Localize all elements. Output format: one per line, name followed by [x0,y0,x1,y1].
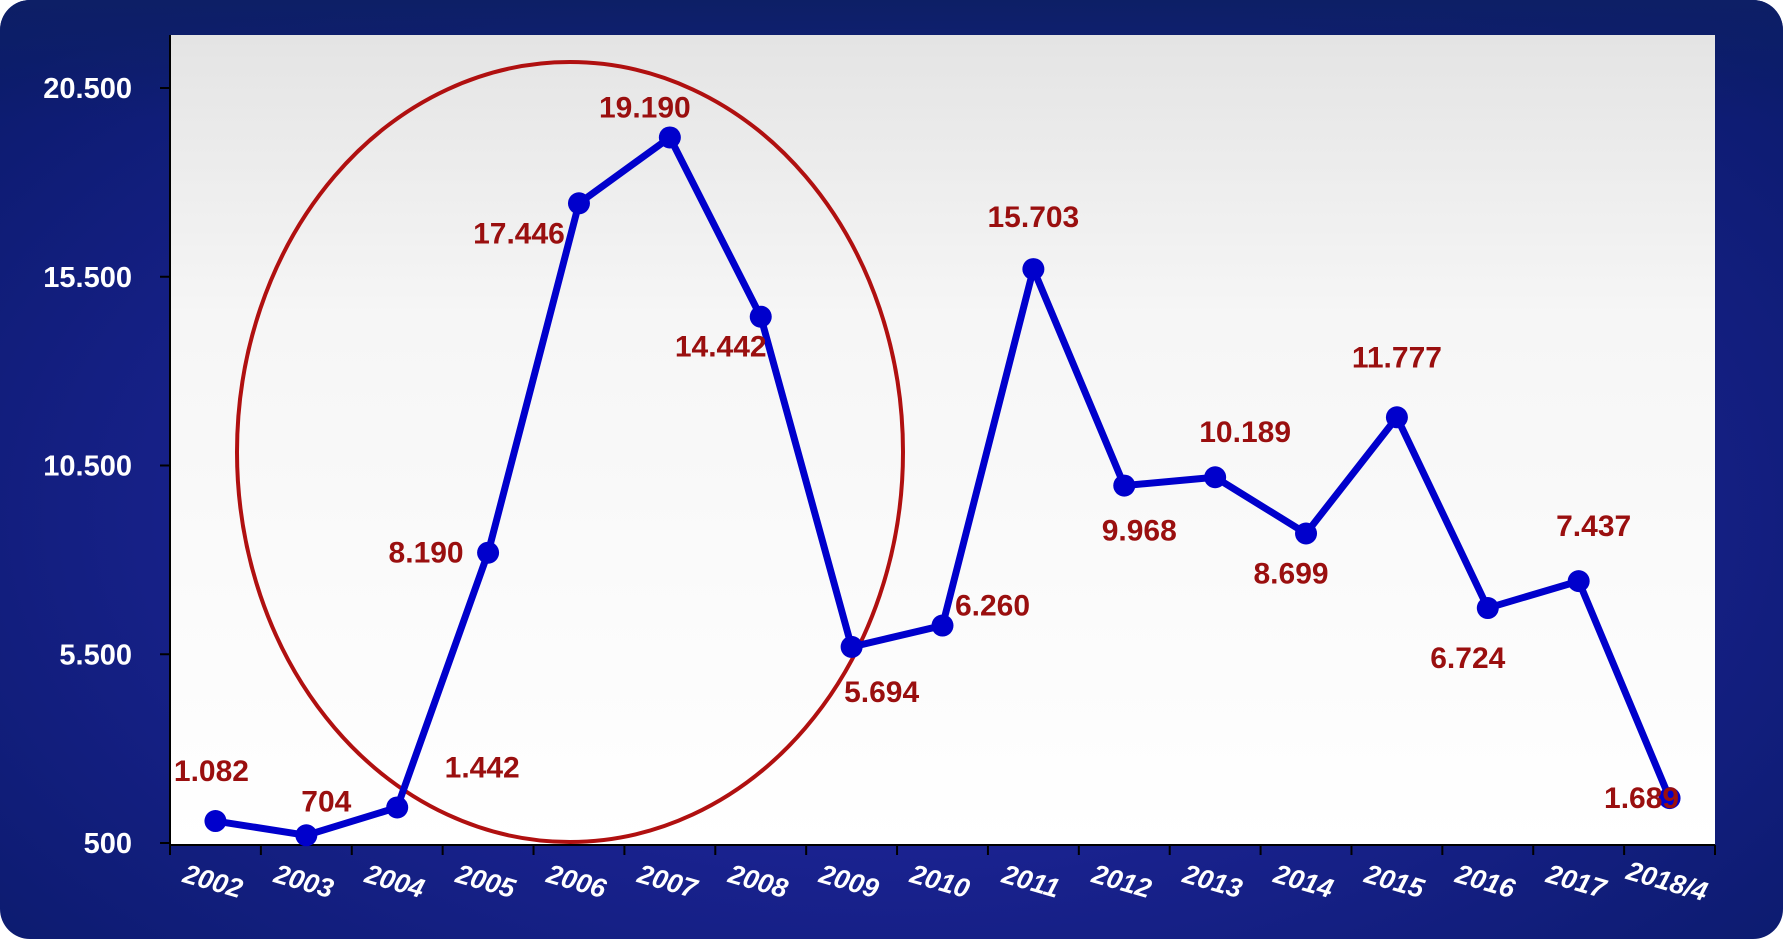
x-tick-label: 2016 [1451,858,1519,904]
data-label: 19.190 [599,91,691,124]
data-point [1658,787,1681,810]
x-tick-label: 2014 [1270,858,1337,904]
x-tick-label: 2003 [270,858,337,904]
y-tick-label: 10.500 [43,451,132,483]
data-point [295,824,318,847]
data-label: 1.689 [1604,782,1679,815]
x-tick-label: 2017 [1542,858,1611,904]
x-tick-label: 2012 [1088,858,1155,904]
data-point [931,614,954,637]
data-label: 6.260 [955,590,1030,623]
data-point [1385,406,1408,429]
data-point [567,192,590,215]
data-point [749,305,772,328]
y-tick-label: 20.500 [43,73,132,105]
data-label: 6.724 [1430,642,1505,675]
data-label: 5.694 [844,676,919,709]
data-label: 9.968 [1102,515,1177,548]
x-tick-label: 2010 [906,858,973,904]
data-label: 7.437 [1556,510,1631,543]
x-tick-label: 2009 [815,858,882,904]
data-point [386,796,409,819]
data-point [204,810,227,833]
data-label: 11.777 [1352,341,1442,374]
data-label: 1.082 [174,755,249,788]
data-point [840,635,863,658]
data-label: 8.699 [1253,557,1328,590]
y-tick-label: 5.500 [59,639,132,671]
data-point [1295,522,1318,545]
data-point [1476,597,1499,620]
y-tick-label: 15.500 [43,262,132,294]
x-tick-label: 2007 [633,858,702,904]
x-tick-label: 2018/4 [1622,855,1711,907]
data-label: 1.442 [445,751,520,784]
data-label: 14.442 [675,331,767,364]
x-tick-label: 2005 [452,858,520,904]
data-label: 17.446 [473,217,565,250]
data-point [1022,258,1045,281]
x-tick-label: 2013 [1179,858,1246,904]
data-point [477,541,500,564]
x-tick-label: 2015 [1360,858,1428,904]
annotation-ellipse [235,60,905,844]
data-point [1204,466,1227,489]
x-tick-label: 2002 [179,858,246,904]
data-label: 10.189 [1199,416,1291,449]
data-label: 8.190 [389,537,464,570]
data-label: 704 [301,785,351,818]
data-point [1567,570,1590,593]
data-point [658,126,681,149]
x-tick-label: 2006 [542,858,610,904]
plot-area [170,35,1715,845]
data-label: 15.703 [987,201,1079,234]
x-tick-label: 2008 [724,858,791,904]
data-point [1113,474,1136,497]
x-tick-label: 2011 [998,859,1063,904]
y-tick-label: 500 [84,828,132,860]
x-tick-label: 2004 [361,858,428,904]
